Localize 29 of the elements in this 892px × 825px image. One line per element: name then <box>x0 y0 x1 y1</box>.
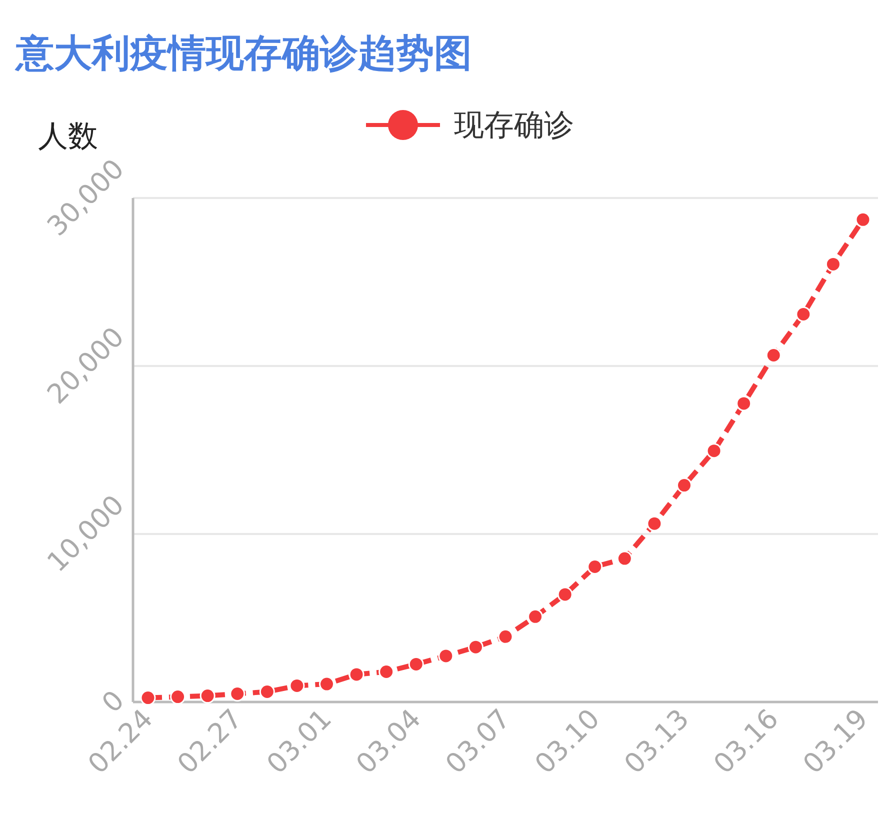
point <box>289 678 305 694</box>
point <box>766 348 782 363</box>
point <box>378 664 394 680</box>
point <box>468 639 484 655</box>
point <box>676 478 692 494</box>
point <box>170 689 186 705</box>
point <box>557 586 573 602</box>
point <box>825 256 841 272</box>
point <box>855 212 871 228</box>
point <box>230 686 246 702</box>
point <box>319 676 334 692</box>
point <box>438 648 454 664</box>
point <box>528 608 544 624</box>
y-tick-label: 0 <box>96 684 131 720</box>
point <box>587 559 603 575</box>
point <box>796 306 812 322</box>
legend-label: 现存确诊 <box>454 108 574 143</box>
point <box>140 690 156 706</box>
point <box>616 550 632 566</box>
y-axis-title: 人数 <box>38 119 98 154</box>
point <box>200 688 216 704</box>
chart-title: 意大利疫情现存确诊趋势图 <box>14 31 472 75</box>
point <box>498 628 514 644</box>
point <box>348 666 364 682</box>
point <box>408 656 424 672</box>
point <box>736 396 752 412</box>
point <box>259 684 275 700</box>
point <box>706 443 722 459</box>
point <box>646 516 662 532</box>
